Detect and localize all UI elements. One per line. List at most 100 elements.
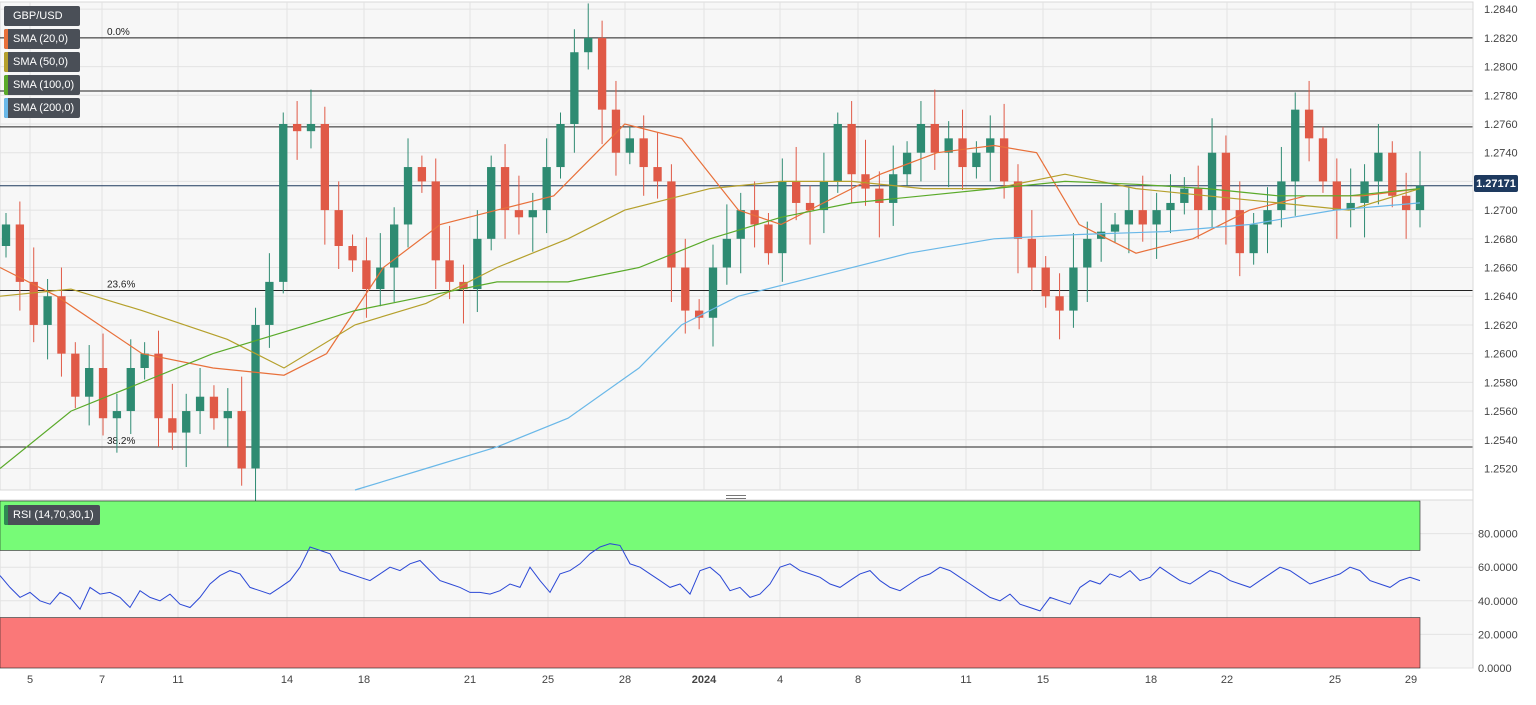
rsi-oversold-zone bbox=[0, 617, 1421, 669]
candle-body bbox=[1152, 210, 1161, 225]
candle-body bbox=[292, 124, 302, 132]
candle-body bbox=[1263, 210, 1272, 225]
candle-body bbox=[514, 210, 524, 218]
legend-item-sma100[interactable]: SMA (100,0) bbox=[4, 75, 81, 95]
candle-body bbox=[542, 167, 551, 211]
candle-body bbox=[999, 138, 1009, 182]
rsi-tick-label: 40.0000 bbox=[1478, 596, 1518, 608]
y-tick-label: 1.2820 bbox=[1484, 33, 1518, 45]
legend-item-symbol[interactable]: GBP/USD bbox=[4, 6, 81, 26]
rsi-line bbox=[0, 543, 1421, 612]
candle-body bbox=[237, 411, 246, 469]
candle-body bbox=[1194, 188, 1203, 211]
legend-label: RSI (14,70,30,1) bbox=[13, 509, 94, 521]
candle-body bbox=[611, 109, 621, 153]
legend: GBP/USD SMA (20,0) SMA (50,0) SMA (100,0… bbox=[4, 6, 81, 118]
y-tick-label: 1.2560 bbox=[1484, 406, 1518, 418]
candle-body bbox=[930, 124, 939, 153]
candle-body bbox=[1, 224, 11, 246]
candle-body bbox=[597, 37, 607, 110]
y-tick-label: 1.2580 bbox=[1484, 377, 1518, 389]
legend-label: SMA (20,0) bbox=[13, 33, 69, 45]
candle-body bbox=[528, 210, 537, 218]
candle-body bbox=[57, 296, 66, 354]
candle-body bbox=[1235, 210, 1244, 254]
y-tick-label: 1.2760 bbox=[1484, 119, 1518, 131]
x-tick-label: 14 bbox=[281, 674, 293, 686]
candle-body bbox=[1401, 195, 1411, 211]
y-tick-label: 1.2620 bbox=[1484, 320, 1518, 332]
candle-body bbox=[29, 281, 38, 325]
candle-body bbox=[389, 224, 399, 268]
candle-body bbox=[500, 167, 510, 211]
candle-body bbox=[1318, 138, 1328, 182]
candle-body bbox=[708, 267, 718, 318]
y-tick-label: 1.2660 bbox=[1484, 263, 1518, 275]
candle-body bbox=[85, 368, 94, 397]
fib-label: 23.6% bbox=[107, 279, 135, 290]
candle-body bbox=[681, 267, 690, 311]
candle-body bbox=[320, 124, 330, 211]
legend-swatch-sma20 bbox=[4, 29, 8, 49]
candle-body bbox=[972, 152, 981, 168]
x-tick-label: 11 bbox=[172, 674, 183, 686]
x-tick-label: 7 bbox=[99, 674, 105, 686]
legend-item-sma200[interactable]: SMA (200,0) bbox=[4, 98, 81, 118]
pane-resize-handle[interactable] bbox=[726, 493, 746, 500]
x-tick-label: 22 bbox=[1221, 674, 1233, 686]
x-tick-label: 5 bbox=[27, 674, 33, 686]
candle-body bbox=[126, 368, 135, 412]
candle-body bbox=[736, 210, 745, 239]
candle-body bbox=[251, 324, 260, 469]
y-tick-label: 1.2600 bbox=[1484, 349, 1518, 361]
legend-swatch-rsi bbox=[4, 505, 8, 525]
x-tick-label: 18 bbox=[358, 674, 370, 686]
sma-line-4 bbox=[354, 202, 1421, 491]
candle-body bbox=[570, 52, 579, 125]
candle-body bbox=[487, 167, 496, 239]
candle-body bbox=[182, 411, 191, 433]
candle-body bbox=[1249, 224, 1258, 254]
legend-swatch-sma100 bbox=[4, 75, 8, 95]
candle-body bbox=[417, 167, 427, 182]
candle-body bbox=[306, 124, 316, 132]
candle-body bbox=[1041, 267, 1050, 297]
candle-body bbox=[168, 418, 177, 433]
y-tick-label: 1.2840 bbox=[1484, 4, 1518, 16]
candle-body bbox=[792, 181, 801, 203]
legend-item-rsi[interactable]: RSI (14,70,30,1) bbox=[4, 505, 100, 525]
fib-label: 38.2% bbox=[107, 436, 135, 447]
candle-body bbox=[1291, 109, 1300, 182]
candle-body bbox=[750, 210, 759, 225]
candle-body bbox=[459, 281, 468, 290]
x-tick-label: 28 bbox=[619, 674, 631, 686]
x-tick-label: 18 bbox=[1145, 674, 1157, 686]
legend-item-sma50[interactable]: SMA (50,0) bbox=[4, 52, 81, 72]
sma-line-2 bbox=[0, 173, 1421, 369]
candle-body bbox=[71, 353, 80, 397]
x-tick-label: 4 bbox=[777, 674, 783, 686]
last-price-badge: 1.27171 bbox=[1474, 175, 1518, 192]
rsi-tick-label: 20.0000 bbox=[1478, 629, 1518, 641]
candle-body bbox=[1415, 185, 1425, 211]
candle-body bbox=[639, 138, 648, 168]
candle-body bbox=[1110, 224, 1120, 232]
candle-body bbox=[445, 260, 454, 282]
x-tick-label: 11 bbox=[960, 674, 971, 686]
x-tick-label: 8 bbox=[855, 674, 861, 686]
candle-body bbox=[667, 181, 676, 268]
y-tick-label: 1.2540 bbox=[1484, 435, 1518, 447]
candle-body bbox=[362, 260, 371, 290]
candle-body bbox=[431, 181, 440, 261]
y-tick-label: 1.2680 bbox=[1484, 234, 1518, 246]
rsi-tick-label: 60.0000 bbox=[1478, 562, 1518, 574]
candle-body bbox=[1124, 210, 1134, 225]
candle-body bbox=[764, 224, 773, 254]
candle-body bbox=[653, 167, 662, 182]
candle-body bbox=[1027, 238, 1037, 268]
candle-body bbox=[847, 124, 856, 175]
candle-body bbox=[916, 124, 926, 153]
legend-item-sma20[interactable]: SMA (20,0) bbox=[4, 29, 81, 49]
candle-body bbox=[625, 138, 634, 153]
